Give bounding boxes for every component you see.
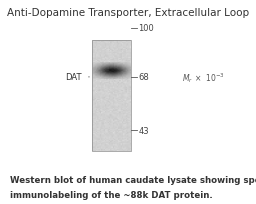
- Text: immunolabeling of the ~88k DAT protein.: immunolabeling of the ~88k DAT protein.: [10, 190, 213, 199]
- Text: 43: 43: [138, 126, 149, 135]
- Text: 100: 100: [138, 24, 154, 33]
- Text: DAT: DAT: [66, 73, 82, 82]
- Text: $M_r\ \times\ 10^{-3}$: $M_r\ \times\ 10^{-3}$: [182, 71, 224, 84]
- Text: 68: 68: [138, 73, 149, 82]
- Bar: [92, 41, 131, 151]
- Text: Western blot of human caudate lysate showing specific: Western blot of human caudate lysate sho…: [10, 175, 256, 184]
- Text: Anti-Dopamine Transporter, Extracellular Loop: Anti-Dopamine Transporter, Extracellular…: [7, 8, 249, 18]
